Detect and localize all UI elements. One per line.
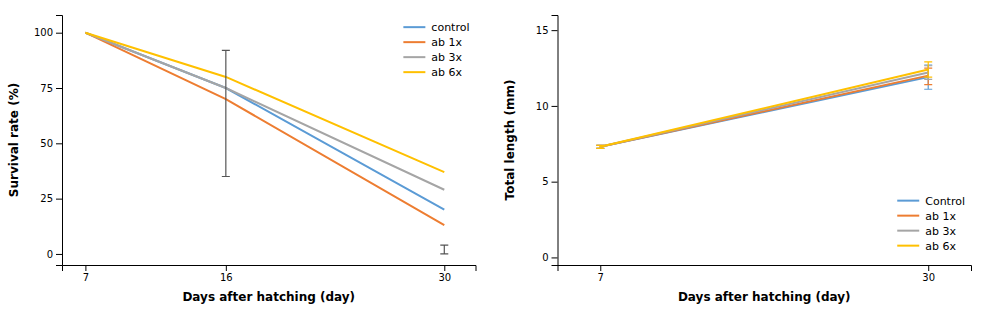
panel: 7 16 30 0 25 50 75 100 Days after hatching (day)… — [7, 16, 476, 305]
legend-item: ab 1x — [403, 36, 462, 49]
tick: 10 — [536, 101, 558, 112]
x-axis: 7 16 30 — [63, 265, 477, 283]
legend-label: control — [431, 21, 469, 34]
legend-swatch — [403, 71, 425, 73]
legend-item: ab 3x — [403, 51, 462, 64]
legend-swatch — [897, 215, 919, 217]
tick-label: 75 — [40, 83, 53, 94]
plot-marks — [596, 62, 932, 148]
legend-label: ab 6x — [925, 240, 956, 253]
tick-label: 0 — [47, 249, 53, 260]
axis-domain — [63, 266, 477, 272]
tick-mark — [226, 265, 227, 271]
legend: control ab 1x ab 3x ab 6x — [403, 21, 469, 79]
tick: 0 — [542, 252, 557, 263]
tick-mark — [56, 88, 62, 89]
y-axis: 0 25 50 75 100 — [34, 16, 63, 266]
tick-label: 0 — [542, 252, 548, 263]
error-bar — [596, 145, 604, 148]
tick-label: 50 — [40, 138, 53, 149]
x-axis-title: Days after hatching (day) — [678, 290, 851, 304]
tick-mark — [85, 265, 86, 271]
tick-mark — [56, 143, 62, 144]
tick-mark — [552, 257, 558, 258]
legend-swatch — [403, 26, 425, 28]
y-axis-title: Survival rate (%) — [7, 83, 21, 197]
tick: 16 — [220, 265, 233, 283]
series-line — [85, 33, 444, 172]
tick: 30 — [922, 265, 935, 283]
x-axis: 7 30 — [558, 265, 972, 283]
panel: 7 30 0 5 10 15 Days after hatching (day) Total … — [503, 16, 972, 305]
legend-swatch — [403, 41, 425, 43]
legend-swatch — [897, 230, 919, 232]
legend-swatch — [897, 245, 919, 247]
error-bar — [440, 245, 448, 254]
tick-mark — [552, 182, 558, 183]
tick: 25 — [40, 193, 62, 204]
legend-label: ab 1x — [925, 210, 956, 223]
legend-swatch — [403, 56, 425, 58]
tick-label: 7 — [83, 272, 89, 283]
tick: 75 — [40, 83, 62, 94]
legend-label: ab 1x — [431, 36, 462, 49]
legend-label: ab 6x — [431, 66, 462, 79]
legend-item: ab 3x — [897, 225, 956, 238]
plot-marks — [85, 33, 448, 254]
x-axis-title: Days after hatching (day) — [182, 290, 355, 304]
legend-label: ab 3x — [925, 225, 956, 238]
tick: 100 — [34, 27, 62, 38]
legend-item: ab 6x — [403, 66, 462, 79]
axis-domain — [558, 266, 972, 272]
tick: 50 — [40, 138, 62, 149]
tick-label: 100 — [34, 27, 53, 38]
tick-label: 30 — [922, 272, 935, 283]
legend-label: Control — [925, 195, 965, 208]
tick-mark — [56, 199, 62, 200]
tick: 7 — [83, 265, 89, 283]
tick-label: 16 — [220, 272, 233, 283]
tick-mark — [444, 265, 445, 271]
tick-label: 5 — [542, 176, 548, 187]
legend-item: ab 1x — [897, 210, 956, 223]
tick: 7 — [598, 265, 604, 283]
tick-mark — [928, 265, 929, 271]
legend: Control ab 1x ab 3x ab 6x — [897, 195, 965, 253]
tick-mark — [552, 30, 558, 31]
axis-domain — [56, 16, 63, 266]
chart: 716300255075100Days after hatching (day)… — [0, 0, 991, 310]
series-line — [85, 33, 444, 225]
y-axis: 0 5 10 15 — [536, 16, 558, 266]
y-axis-title: Total length (mm) — [503, 80, 517, 201]
tick-label: 25 — [40, 193, 53, 204]
legend-item: control — [403, 21, 469, 34]
tick: 0 — [47, 249, 62, 260]
tick-mark — [552, 106, 558, 107]
tick-mark — [56, 254, 62, 255]
series-line — [600, 70, 928, 147]
tick-label: 7 — [598, 272, 604, 283]
legend-label: ab 3x — [431, 51, 462, 64]
tick-mark — [56, 33, 62, 34]
tick-label: 10 — [536, 101, 549, 112]
error-bar — [924, 62, 932, 77]
legend-item: Control — [897, 195, 965, 208]
tick: 5 — [542, 176, 557, 187]
tick-label: 30 — [438, 272, 451, 283]
error-bar — [222, 50, 230, 176]
legend-item: ab 6x — [897, 240, 956, 253]
tick-mark — [600, 265, 601, 271]
tick: 30 — [438, 265, 451, 283]
tick-label: 15 — [536, 25, 549, 36]
series-line — [85, 33, 444, 190]
axis-domain — [552, 16, 559, 266]
legend-swatch — [897, 200, 919, 202]
tick: 15 — [536, 25, 558, 36]
